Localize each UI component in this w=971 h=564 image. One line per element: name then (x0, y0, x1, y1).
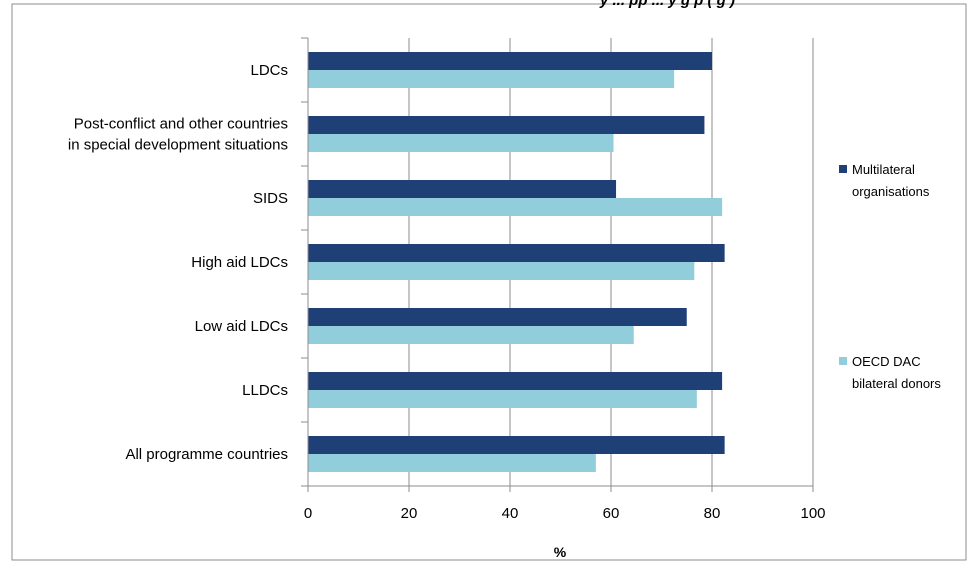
bar-oecd-dac-2 (308, 198, 723, 216)
legend-label-1: bilateral donors (852, 376, 941, 391)
bar-multilateral-4 (308, 308, 687, 326)
bar-oecd-dac-6 (308, 454, 596, 472)
x-tick-label-100: 100 (800, 505, 825, 522)
category-label-4: Low aid LDCs (195, 318, 288, 335)
x-tick-label-60: 60 (603, 505, 620, 522)
category-label-0: LDCs (250, 62, 288, 79)
bar-multilateral-3 (308, 244, 725, 262)
bar-multilateral-1 (308, 116, 705, 134)
category-label-1: Post-conflict and other countries (74, 116, 288, 133)
legend: Multilateral organisations OECD DAC bilater… (839, 162, 941, 391)
chart-title-fragment: y ... pp ... y g p ( g ) (599, 0, 735, 9)
category-label-2: SIDS (253, 190, 288, 207)
bar-oecd-dac-0 (308, 70, 675, 88)
legend-swatch-0 (839, 165, 847, 173)
bar-oecd-dac-4 (308, 326, 634, 344)
category-label-1: in special development situations (68, 137, 288, 154)
bar-multilateral-6 (308, 436, 725, 454)
x-tick-label-80: 80 (704, 505, 721, 522)
legend-label-0: organisations (852, 184, 930, 199)
bars (308, 52, 725, 472)
legend-label-0: Multilateral (852, 162, 915, 177)
category-labels: LDCs Post-conflict and other countries in … (68, 62, 288, 463)
bar-oecd-dac-5 (308, 390, 697, 408)
legend-swatch-1 (839, 357, 847, 365)
x-tick-labels: 0 20 40 60 80 100 (304, 505, 826, 522)
x-axis-label: % (554, 544, 567, 560)
legend-label-1: OECD DAC (852, 354, 921, 369)
axes (301, 37, 814, 492)
category-label-3: High aid LDCs (191, 254, 288, 271)
bar-multilateral-5 (308, 372, 723, 390)
x-tick-label-0: 0 (304, 505, 312, 522)
category-label-5: LLDCs (242, 382, 288, 399)
bar-oecd-dac-3 (308, 262, 695, 280)
category-label-6: All programme countries (125, 446, 288, 463)
x-tick-label-20: 20 (401, 505, 418, 522)
bar-multilateral-0 (308, 52, 712, 70)
bar-oecd-dac-1 (308, 134, 614, 152)
bar-multilateral-2 (308, 180, 617, 198)
x-tick-label-40: 40 (502, 505, 519, 522)
